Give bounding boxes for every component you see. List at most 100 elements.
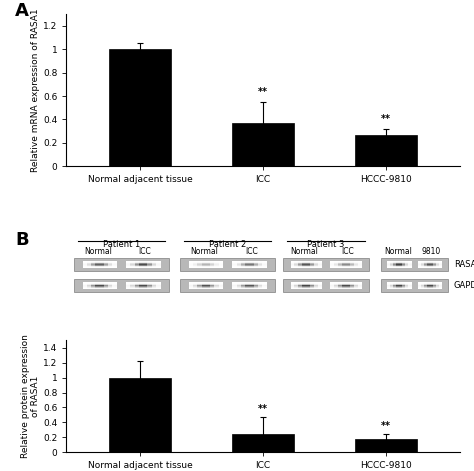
Bar [100,264,104,265]
Bar [402,263,406,264]
Bar [421,261,424,262]
Bar [189,267,193,268]
Bar [318,264,322,265]
Bar [143,264,148,265]
Bar [302,261,307,262]
Bar [357,267,362,268]
Bar [424,263,427,264]
Bar [302,263,307,264]
Bar [112,263,117,264]
Bar [294,266,299,267]
Bar [338,288,342,289]
Bar [237,287,241,288]
Bar [219,283,223,284]
Bar [393,288,397,289]
Bar [219,262,223,263]
Bar [249,261,254,262]
Bar [254,265,258,266]
Bar [291,261,295,262]
Bar [346,284,350,285]
Bar [350,266,354,267]
Bar [418,263,421,264]
Bar [91,262,96,263]
Bar [237,288,241,289]
Bar [350,264,354,265]
Bar [198,282,202,283]
Bar [354,285,358,286]
Bar [104,267,109,268]
Bar [291,287,295,288]
Bar [156,283,161,284]
Bar [193,288,198,289]
Bar [189,264,193,265]
Bar [439,265,442,266]
Bar [318,282,322,283]
Bar [237,263,241,264]
Bar [135,282,139,283]
Bar [399,283,402,284]
Bar [254,286,258,287]
Bar [390,288,393,289]
Bar [181,258,275,271]
Bar [91,282,96,283]
Bar [387,288,391,289]
Bar [249,282,254,283]
Bar [135,287,139,288]
Bar [241,288,246,289]
Bar [298,262,302,263]
Text: Normal: Normal [190,247,218,256]
Bar [87,265,91,266]
Bar [354,261,358,262]
Bar [294,283,299,284]
Bar [193,264,198,265]
Bar [421,267,424,268]
Bar [318,285,322,286]
Bar [421,287,424,288]
Bar [402,264,406,265]
Bar [83,265,87,266]
Bar [306,263,310,264]
Bar [139,286,144,287]
Bar [147,285,152,286]
Bar [139,266,144,267]
Bar [135,286,139,287]
Bar [126,285,131,286]
Bar [342,262,346,263]
Bar [298,263,302,264]
Bar [318,284,322,285]
Bar [112,282,117,283]
Bar [314,285,318,286]
Bar [302,285,307,286]
Bar [189,286,193,287]
Bar [310,267,314,268]
Bar [291,283,295,284]
Bar [210,262,215,263]
Bar [330,288,335,289]
Bar [112,285,117,286]
Bar [87,263,91,264]
Bar [206,283,210,284]
Bar [399,288,402,289]
Bar [314,267,318,268]
Bar [298,283,302,284]
Bar [254,264,258,265]
Bar [427,264,430,265]
Bar [338,267,342,268]
Bar [193,285,198,286]
Bar [108,267,113,268]
Bar [421,263,424,264]
Bar [189,287,193,288]
Bar [83,286,87,287]
Bar [346,266,350,267]
Bar [245,261,250,262]
Bar [262,283,267,284]
Bar [330,283,335,284]
Bar [338,283,342,284]
Bar [390,267,393,268]
Bar [387,282,391,283]
Bar [104,262,109,263]
Bar [350,283,354,284]
Bar [143,261,148,262]
Bar [206,264,210,265]
Bar [262,265,267,266]
